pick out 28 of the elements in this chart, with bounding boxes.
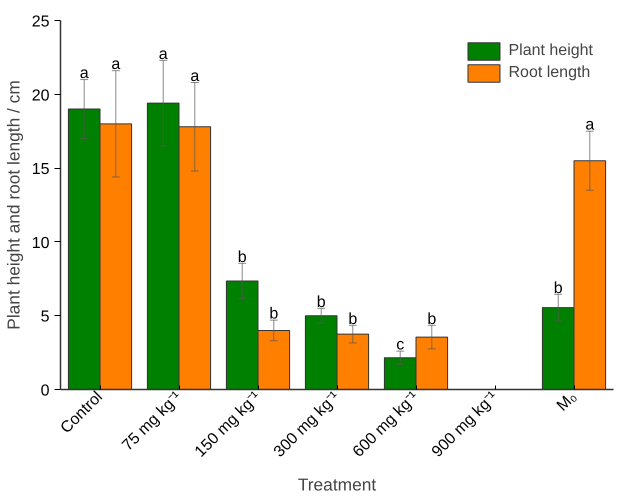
y-axis-title: Plant height and root length / cm — [4, 80, 24, 330]
data-label: c — [396, 336, 404, 354]
x-tick-label: 150 mg kg⁻¹ — [192, 388, 264, 461]
data-label: a — [585, 116, 594, 134]
data-label: b — [269, 306, 278, 323]
data-label: b — [238, 248, 247, 266]
y-tick-label: 15 — [32, 161, 50, 178]
data-label: b — [316, 294, 326, 311]
x-tick-label: M₀ — [554, 388, 580, 415]
legend-label: Root length — [508, 64, 590, 82]
x-tick-label: 75 mg kg⁻¹ — [119, 388, 186, 454]
data-label: a — [190, 68, 200, 85]
y-tick-label: 25 — [32, 14, 50, 30]
data-label: a — [80, 65, 89, 82]
data-label: b — [427, 310, 436, 328]
y-tick-label: 0 — [40, 382, 50, 400]
x-axis-title: Treatment — [298, 474, 376, 495]
data-label: b — [348, 310, 358, 328]
y-tick-label: 20 — [32, 87, 50, 104]
x-tick-label: 600 mg kg⁻¹ — [350, 388, 422, 461]
legend-label: Plant height — [508, 42, 593, 60]
x-tick-label: 900 mg kg⁻¹ — [428, 388, 502, 461]
data-label: a — [158, 46, 168, 63]
x-tick-label: 300 mg kg⁻¹ — [270, 388, 344, 461]
y-tick-label: 5 — [40, 308, 50, 326]
y-tick-label: 10 — [32, 234, 50, 252]
data-label: b — [554, 280, 563, 297]
data-label: a — [111, 56, 120, 74]
